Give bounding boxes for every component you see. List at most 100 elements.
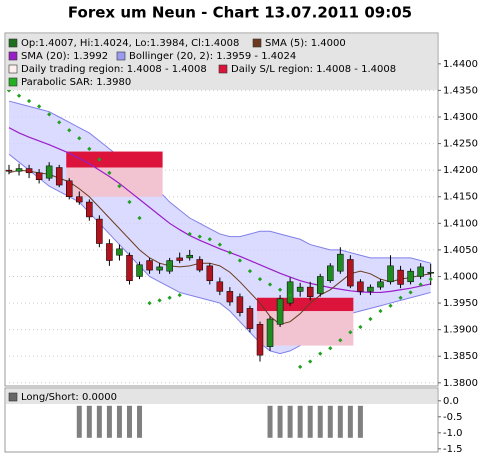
sar-dot xyxy=(378,308,383,314)
candle-body xyxy=(377,281,384,288)
sar-dot xyxy=(26,98,32,104)
bar xyxy=(327,405,333,438)
y-tick-label: -1.0 xyxy=(443,428,463,439)
sar-dot xyxy=(16,93,22,98)
legend-swatch xyxy=(8,51,18,61)
candle-body xyxy=(397,269,404,285)
y-tick-label: -0.5 xyxy=(443,412,463,423)
y-tick-label: 1.4250 xyxy=(443,139,478,150)
legend-swatch xyxy=(116,51,126,61)
bar xyxy=(96,405,102,438)
sar-dot xyxy=(358,324,363,330)
bollinger-upper xyxy=(8,100,431,264)
legend-label: Bollinger (20, 2): 1.3959 - 1.4024 xyxy=(129,51,296,62)
bar xyxy=(277,405,283,438)
sar-dot xyxy=(167,295,172,300)
bar xyxy=(317,405,323,438)
legend-swatch xyxy=(8,392,18,402)
sar-dot xyxy=(67,128,72,133)
candle-body xyxy=(357,281,364,292)
candle-body xyxy=(266,318,274,347)
bar xyxy=(307,405,313,438)
sar-dot xyxy=(338,338,343,343)
region xyxy=(66,167,163,197)
sar-dot xyxy=(388,303,393,308)
legend-label: SMA (5): 1.4000 xyxy=(265,38,346,49)
sar-dot xyxy=(197,234,202,239)
candle-body xyxy=(296,286,304,292)
sar-dot xyxy=(36,104,42,109)
candle-body xyxy=(96,218,103,244)
sar-dot xyxy=(318,351,323,356)
sar-dot xyxy=(287,292,293,298)
sar-dot xyxy=(207,237,212,242)
sar-dot xyxy=(177,292,182,298)
candle-body xyxy=(116,248,123,256)
region xyxy=(66,151,163,168)
sar-dot xyxy=(57,120,62,125)
y-tick-label: 1.4050 xyxy=(443,245,478,256)
bar xyxy=(297,405,303,438)
sar-dot xyxy=(117,183,122,189)
bar xyxy=(116,405,122,438)
sar-dot xyxy=(77,136,82,141)
candle-body xyxy=(226,291,234,303)
y-tick-label: 1.3900 xyxy=(443,325,478,336)
candle-body xyxy=(146,260,153,271)
y-tick-label: 1.4000 xyxy=(443,271,478,282)
legend-swatch xyxy=(8,64,18,74)
legend-swatch xyxy=(252,38,262,48)
y-tick-label: 1.4300 xyxy=(443,112,478,123)
candle-body xyxy=(196,259,204,271)
bar xyxy=(76,405,82,438)
candle-body xyxy=(286,281,294,304)
legend-label: SMA (20): 1.3992 xyxy=(21,51,108,62)
candle-body xyxy=(55,167,63,186)
candle-body xyxy=(367,286,374,292)
legend-label: Parabolic SAR: 1.3980 xyxy=(21,77,131,88)
candle-body xyxy=(306,286,314,297)
legend-swatch xyxy=(8,38,18,48)
sar-dot xyxy=(348,330,353,335)
candle-body xyxy=(35,172,43,180)
candle-body xyxy=(166,260,173,272)
candle-body xyxy=(106,243,113,261)
y-tick-label: 1.3950 xyxy=(443,298,478,309)
main-panel xyxy=(4,32,439,387)
sma5-line xyxy=(8,169,431,325)
candle-body xyxy=(25,168,33,174)
sar-dot xyxy=(408,290,413,295)
candle-body xyxy=(136,264,143,277)
candle-body xyxy=(65,180,73,197)
y-tick-label: -1.5 xyxy=(443,444,463,455)
sar-dot xyxy=(308,359,313,364)
sar-dot xyxy=(298,364,303,369)
bar xyxy=(137,405,143,438)
bar xyxy=(86,405,92,438)
bar xyxy=(347,405,353,438)
y-tick-label: 1.4350 xyxy=(443,85,478,96)
y-tick-label: 1.4100 xyxy=(443,218,478,229)
sar-dot xyxy=(127,199,132,205)
sar-dot xyxy=(428,277,433,282)
legend-swatch xyxy=(8,77,18,87)
sar-dot xyxy=(267,282,273,287)
candle-body xyxy=(256,324,264,356)
chart-title: Forex um Neun - Chart 13.07.2011 09:05 xyxy=(68,4,412,22)
candle-body xyxy=(276,298,284,325)
candle-body xyxy=(246,308,254,329)
sar-dot xyxy=(418,282,423,287)
y-tick-label: 0.0 xyxy=(443,396,459,407)
bar xyxy=(126,405,132,438)
candle-body xyxy=(45,165,53,179)
sar-dot xyxy=(97,157,102,162)
legend-box xyxy=(6,34,437,90)
candle-body xyxy=(417,266,424,277)
candle-body xyxy=(236,296,244,313)
bar xyxy=(337,405,343,438)
sar-dot xyxy=(217,242,222,247)
candle-body xyxy=(176,257,183,261)
bar xyxy=(106,405,112,438)
candle-body xyxy=(15,168,23,172)
